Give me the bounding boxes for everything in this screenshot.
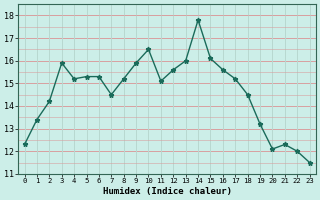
X-axis label: Humidex (Indice chaleur): Humidex (Indice chaleur) xyxy=(103,187,232,196)
